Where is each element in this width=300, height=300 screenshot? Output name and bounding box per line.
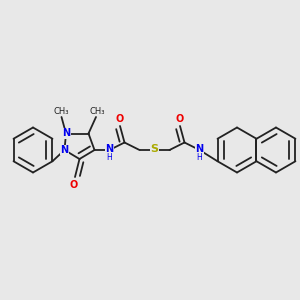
Text: N: N <box>60 145 69 155</box>
Text: N: N <box>105 143 114 154</box>
Text: H: H <box>106 153 112 162</box>
Text: O: O <box>69 179 78 190</box>
Text: N: N <box>62 128 70 139</box>
Text: CH₃: CH₃ <box>54 106 69 116</box>
Text: CH₃: CH₃ <box>90 106 105 116</box>
Text: N: N <box>195 143 204 154</box>
Text: O: O <box>115 114 124 124</box>
Text: H: H <box>196 153 202 162</box>
Text: S: S <box>151 143 158 154</box>
Text: O: O <box>175 114 184 124</box>
